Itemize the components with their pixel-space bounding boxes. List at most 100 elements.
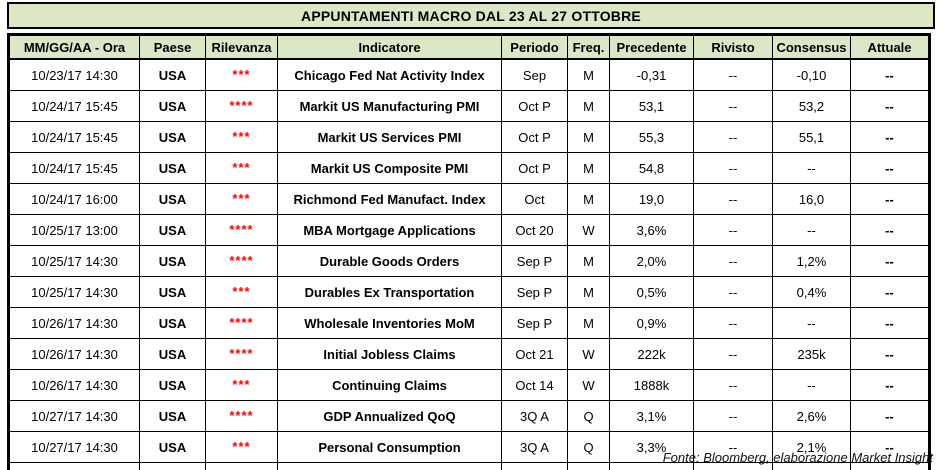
cell-consensus: 2,1% [772,431,851,463]
cell-period: Oct 14 [501,369,568,401]
column-header-frequency: Freq. [567,34,610,60]
column-header-country: Paese [139,34,206,60]
cell-datetime: 10/24/17 15:45 [8,121,140,153]
cell-revised: -- [693,183,773,215]
cell-consensus: -- [772,152,851,184]
cell-datetime: 10/26/17 14:30 [8,369,140,401]
cell-relevance: *** [205,276,278,308]
cell-datetime: 10/27/17 14:30 [8,431,140,463]
cell-period: Oct [501,183,568,215]
cell-datetime: 10/27/17 16:00 [8,462,140,470]
cell-frequency: M [567,462,610,470]
cell-revised: -- [693,214,773,246]
cell-frequency: M [567,245,610,277]
cell-country: USA [139,338,206,370]
cell-indicator: MBA Mortgage Applications [277,214,502,246]
cell-revised: -- [693,58,773,91]
table-row: 10/27/17 14:30 USA *** Personal Consumption… [8,431,930,463]
table-row: 10/26/17 14:30 USA **** Wholesale Inventori… [8,307,930,339]
cell-period: Sep P [501,245,568,277]
macro-events-table: MM/GG/AA - Ora Paese Rilevanza Indicator… [7,33,931,470]
cell-country: USA [139,58,206,91]
cell-indicator: Durable Goods Orders [277,245,502,277]
cell-relevance: **** [205,338,278,370]
cell-period: Oct P [501,121,568,153]
cell-relevance: **** [205,90,278,122]
page-title: APPUNTAMENTI MACRO DAL 23 AL 27 OTTOBRE [7,2,935,29]
cell-country: USA [139,90,206,122]
cell-indicator: Markit US Manufacturing PMI [277,90,502,122]
cell-frequency: Q [567,400,610,432]
cell-frequency: W [567,369,610,401]
source-note: Fonte: Bloomberg, elaborazione Market In… [662,450,933,465]
cell-actual: -- [850,400,930,432]
column-header-relevance: Rilevanza [205,34,278,60]
cell-previous: 3,1% [609,400,694,432]
cell-indicator: Initial Jobless Claims [277,338,502,370]
cell-frequency: Q [567,431,610,463]
cell-datetime: 10/27/17 14:30 [8,400,140,432]
column-header-period: Periodo [501,34,568,60]
cell-previous: 0,5% [609,276,694,308]
cell-relevance: **** [205,245,278,277]
cell-revised: -- [693,307,773,339]
cell-consensus: -- [772,307,851,339]
cell-relevance: *** [205,121,278,153]
cell-consensus: -0,10 [772,58,851,91]
cell-frequency: W [567,214,610,246]
cell-frequency: M [567,183,610,215]
cell-consensus: 2,6% [772,400,851,432]
cell-frequency: M [567,121,610,153]
cell-country: USA [139,431,206,463]
cell-datetime: 10/25/17 14:30 [8,276,140,308]
cell-country: USA [139,152,206,184]
cell-country: USA [139,121,206,153]
cell-datetime: 10/25/17 14:30 [8,245,140,277]
cell-period: Oct 21 [501,338,568,370]
cell-datetime: 10/26/17 14:30 [8,338,140,370]
cell-actual: -- [850,121,930,153]
cell-previous: 2,0% [609,245,694,277]
cell-indicator: Wholesale Inventories MoM [277,307,502,339]
cell-consensus: 16,0 [772,183,851,215]
cell-frequency: W [567,338,610,370]
cell-relevance: *** [205,183,278,215]
cell-period: 3Q A [501,431,568,463]
cell-indicator: Personal Consumption [277,431,502,463]
cell-revised: -- [693,400,773,432]
cell-frequency: M [567,152,610,184]
cell-previous: 54,8 [609,152,694,184]
cell-actual: -- [850,214,930,246]
cell-relevance: **** [205,214,278,246]
cell-relevance: **** [205,307,278,339]
column-header-indicator: Indicatore [277,34,502,60]
cell-indicator: Continuing Claims [277,369,502,401]
cell-indicator: Richmond Fed Manufact. Index [277,183,502,215]
cell-indicator: GDP Annualized QoQ [277,400,502,432]
cell-country: USA [139,462,206,470]
cell-previous: 55,3 [609,121,694,153]
cell-consensus: 55,1 [772,121,851,153]
cell-period: Sep P [501,276,568,308]
cell-period: Oct P [501,152,568,184]
cell-frequency: M [567,307,610,339]
cell-actual: -- [850,369,930,401]
cell-relevance: *** [205,58,278,91]
table-row: 10/24/17 15:45 USA **** Markit US Manufactu… [8,90,930,122]
cell-country: USA [139,183,206,215]
cell-consensus: -- [772,214,851,246]
cell-relevance: **** [205,462,278,470]
table-row: 10/25/17 14:30 USA **** Durable Goods Order… [8,245,930,277]
table-row: 10/26/17 14:30 USA **** Initial Jobless Cla… [8,338,930,370]
cell-datetime: 10/24/17 16:00 [8,183,140,215]
cell-indicator: Chicago Fed Nat Activity Index [277,58,502,91]
cell-datetime: 10/24/17 15:45 [8,152,140,184]
cell-country: USA [139,245,206,277]
cell-previous: 0,9% [609,307,694,339]
cell-period: Sep P [501,307,568,339]
column-header-datetime: MM/GG/AA - Ora [8,34,140,60]
cell-actual: -- [850,307,930,339]
cell-previous: 53,1 [609,90,694,122]
cell-period: Oct P [501,90,568,122]
